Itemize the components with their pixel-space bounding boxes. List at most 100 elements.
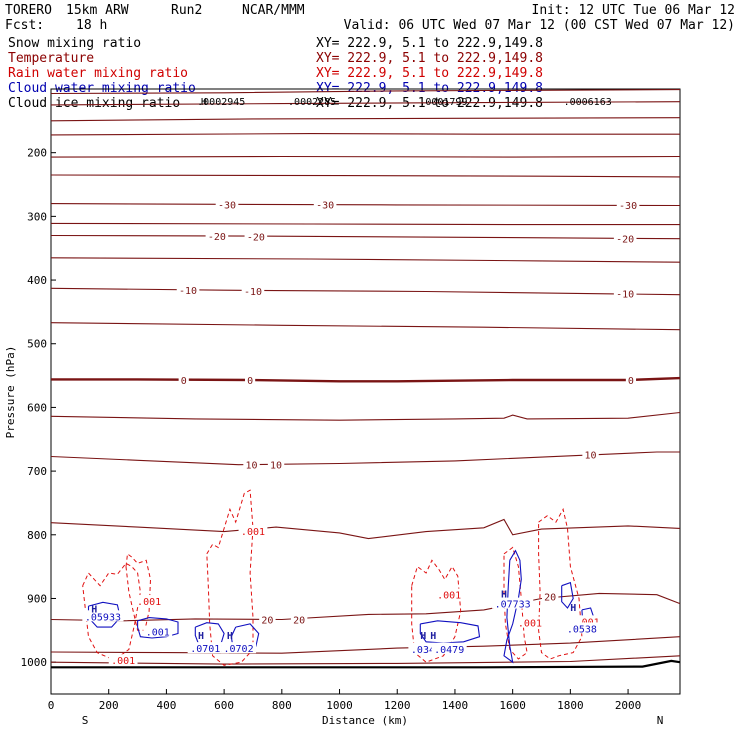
legend-entry-name: Rain water mixing ratio (8, 66, 188, 81)
maximum-marker: H (198, 631, 204, 642)
maximum-marker: H (430, 631, 436, 642)
legend-entry-name: Cloud ice mixing ratio (8, 96, 180, 111)
label-background (176, 284, 200, 296)
temperature-contour-line (50, 133, 680, 136)
x-tick-label: 1400 (442, 699, 469, 712)
temperature-contour-label: 10 (270, 461, 282, 472)
cloud-water-contour-label: .05933 (85, 612, 121, 623)
temperature-contour-line (50, 234, 681, 240)
y-tick-label: 500 (27, 338, 47, 351)
temperature-contour-line (50, 411, 681, 421)
label-background (244, 230, 268, 242)
valid-time: Valid: 06 UTC Wed 07 Mar 12 (00 CST Wed … (344, 18, 735, 33)
temperature-contour-label: -20 (616, 235, 634, 246)
rain-contour-line (503, 546, 528, 660)
temperature-contour-label: -10 (179, 286, 197, 297)
y-tick-label: 800 (27, 529, 47, 542)
cloud-water-contour-label: .07733 (495, 600, 531, 611)
cloud-water-contour-line (561, 581, 574, 609)
label-background (515, 616, 545, 628)
x-endpoint-right: N (657, 714, 664, 727)
legend-entry-name: Temperature (8, 51, 94, 66)
temperature-contour-label: 20 (544, 593, 556, 604)
label-background (267, 458, 285, 470)
label-background (564, 622, 600, 634)
label-background (108, 654, 138, 666)
temperature-contour-label: -10 (616, 289, 634, 300)
rain-contour-label: .001 (111, 656, 135, 667)
y-tick-label: 700 (27, 465, 47, 478)
label-background (492, 597, 534, 609)
temperature-contour-line (50, 203, 681, 207)
cloud-water-contour-line (137, 617, 179, 639)
label-background (613, 232, 637, 244)
legend-entry-xy: XY= 222.9, 5.1 to 222.9,149.8 (316, 36, 543, 51)
contour-labels: -30 -30 -30 -20 -20 -20 -10 -10 -10 0 0 0 10 10 10 20 20… (82, 97, 640, 667)
rain-contour-label: .001 (137, 597, 161, 608)
label-background (244, 374, 256, 386)
temperature-contour-label: -20 (247, 233, 265, 244)
surface-pressure-line (51, 659, 681, 669)
x-tick-label: 1800 (557, 699, 584, 712)
temperature-contour-label: 20 (293, 615, 305, 626)
temperature-contour-line (50, 655, 681, 665)
label-background (408, 642, 450, 654)
temperature-contour-line (50, 117, 681, 122)
run-label: Run2 (171, 3, 202, 18)
label-background (187, 642, 229, 654)
x-endpoint-left: S (82, 714, 89, 727)
temperature-contour-label: -20 (208, 232, 226, 243)
label-background (290, 613, 308, 625)
label-background (215, 198, 239, 210)
temperature-contour-line (50, 322, 681, 331)
maximum-marker: H (501, 589, 507, 600)
temperature-contour-line (50, 222, 680, 226)
temperature-contour-label: -10 (244, 287, 262, 298)
temperature-contour-label: -30 (619, 201, 637, 212)
maximum-marker: H (570, 603, 576, 614)
x-tick-label: 400 (156, 699, 176, 712)
temperature-contours (50, 89, 681, 665)
x-tick-label: 1600 (499, 699, 526, 712)
y-tick-label: 300 (27, 210, 47, 223)
model-resolution: 15km ARW (66, 3, 129, 18)
y-tick-label: 200 (27, 147, 47, 160)
x-tick-label: 0 (48, 699, 55, 712)
temperature-contour-line (50, 287, 681, 296)
top-value-label: .0002285 (288, 97, 336, 108)
label-background (541, 590, 559, 602)
x-tick-label: 1000 (326, 699, 353, 712)
label-background (238, 524, 268, 536)
x-tick-label: 2000 (615, 699, 642, 712)
label-background (573, 615, 603, 627)
x-tick-label: 600 (214, 699, 234, 712)
cloud-water-contour-label: .0702 (223, 644, 253, 655)
label-background (178, 374, 189, 386)
y-tick-label: 1000 (21, 656, 48, 669)
label-background (625, 374, 637, 386)
x-axis-label: Distance (km) (322, 714, 408, 727)
y-tick-label: 900 (27, 592, 47, 605)
maximum-marker: H (420, 631, 426, 642)
temperature-contour-line (50, 592, 681, 622)
temperature-contour-line (50, 636, 681, 654)
y-tick-label: 600 (27, 401, 47, 414)
y-tick-label: 400 (27, 274, 47, 287)
rain-contour-label: .001 (437, 591, 461, 602)
maximum-marker: H (91, 605, 97, 616)
rain-contour-line (411, 559, 462, 663)
top-value-label: .0006163 (564, 97, 612, 108)
legend-entry-name: Snow mixing ratio (8, 36, 141, 51)
maximum-marker: H (227, 631, 233, 642)
label-background (616, 198, 640, 210)
label-background (82, 610, 124, 622)
label-background (613, 287, 637, 299)
top-value-label: .0002945 (197, 97, 245, 108)
temperature-contour-line (50, 155, 681, 158)
axes: 0 200 400 600 800 1000 1200 1400 1600 1800 2000 200… (21, 147, 642, 712)
plot-frame (50, 88, 681, 695)
rain-contours (82, 489, 583, 666)
x-tick-label: 1200 (384, 699, 411, 712)
x-tick-label: 200 (99, 699, 119, 712)
